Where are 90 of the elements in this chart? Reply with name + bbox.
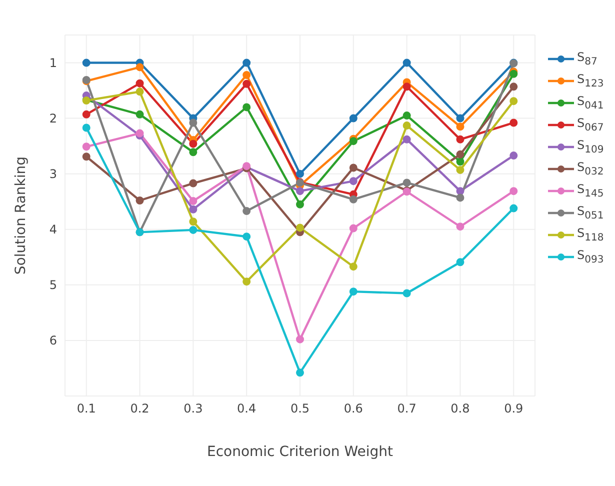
point [510, 187, 518, 196]
point [242, 232, 251, 241]
point [402, 178, 411, 187]
point [82, 58, 90, 67]
point [189, 205, 198, 214]
point [189, 140, 198, 148]
legend-label: S$_{051}$ [577, 204, 604, 222]
point [82, 124, 90, 132]
x-tick-label: 0.2 [130, 402, 150, 416]
point [510, 118, 518, 127]
x-tick-label: 0.9 [504, 402, 524, 416]
point [349, 262, 358, 271]
point [349, 137, 358, 146]
point [136, 110, 144, 118]
point [349, 288, 358, 296]
point [402, 112, 411, 120]
point [189, 118, 198, 127]
legend-label: S$_{067}$ [577, 116, 604, 134]
point [242, 207, 251, 216]
x-tick-label: 0.5 [290, 402, 310, 416]
point [456, 122, 464, 131]
point [349, 177, 358, 186]
point [510, 204, 518, 212]
x-tick-label: 0.6 [344, 402, 363, 416]
point [189, 148, 198, 156]
y-tick-label: 4 [49, 222, 57, 237]
point [402, 58, 411, 67]
point [296, 170, 304, 178]
point [510, 152, 518, 160]
legend-label: S$_{093}$ [577, 248, 604, 266]
point [349, 224, 358, 232]
point [136, 196, 144, 205]
y-tick-label: 5 [49, 278, 57, 292]
y-tick-label: 2 [49, 112, 57, 126]
point [242, 103, 251, 112]
point [136, 129, 144, 138]
point [242, 70, 251, 79]
point [456, 166, 464, 174]
point [242, 80, 251, 88]
point [456, 258, 464, 266]
x-tick-label: 0.4 [237, 402, 256, 416]
point [349, 164, 358, 172]
point [189, 197, 198, 206]
point [136, 79, 144, 88]
point [136, 88, 144, 96]
x-tick-label: 0.3 [184, 402, 203, 416]
y-tick-label: 3 [49, 167, 57, 182]
legend-label: S$_{109}$ [577, 138, 604, 156]
point [296, 224, 304, 232]
point [402, 135, 411, 144]
point [189, 226, 198, 234]
point [456, 222, 464, 231]
legend-label: S$_{87}$ [577, 50, 598, 68]
legend-label: S$_{041}$ [577, 94, 604, 112]
point [242, 58, 251, 67]
x-tick-label: 0.8 [450, 402, 470, 416]
legend-label: S$_{032}$ [577, 160, 604, 178]
x-axis-title: Economic Criterion Weight [206, 444, 394, 460]
x-tick-label: 0.7 [397, 402, 416, 416]
y-axis-title: Solution Ranking [12, 156, 29, 275]
point [349, 195, 358, 204]
point [456, 194, 464, 202]
point [242, 278, 251, 286]
point [296, 187, 304, 196]
point [510, 97, 518, 106]
point [82, 152, 90, 161]
legend-label: S$_{123}$ [577, 72, 604, 90]
point [296, 368, 304, 377]
point [189, 218, 198, 226]
point [402, 122, 411, 130]
x-tick-label: 0.1 [76, 402, 96, 416]
y-tick-label: 1 [49, 56, 57, 70]
point [456, 158, 464, 166]
point [402, 82, 411, 91]
point [510, 82, 518, 91]
point [82, 142, 90, 151]
legend-label: S$_{145}$ [577, 182, 604, 200]
point [456, 150, 464, 158]
point [136, 63, 144, 72]
point [402, 289, 411, 298]
point [296, 335, 304, 344]
point [349, 114, 358, 122]
legend-label: S$_{118}$ [577, 226, 604, 244]
point [456, 114, 464, 122]
point [82, 110, 90, 118]
point [456, 135, 464, 144]
point [456, 187, 464, 196]
y-tick-label: 6 [49, 334, 57, 348]
point [296, 200, 304, 208]
point [189, 179, 198, 188]
